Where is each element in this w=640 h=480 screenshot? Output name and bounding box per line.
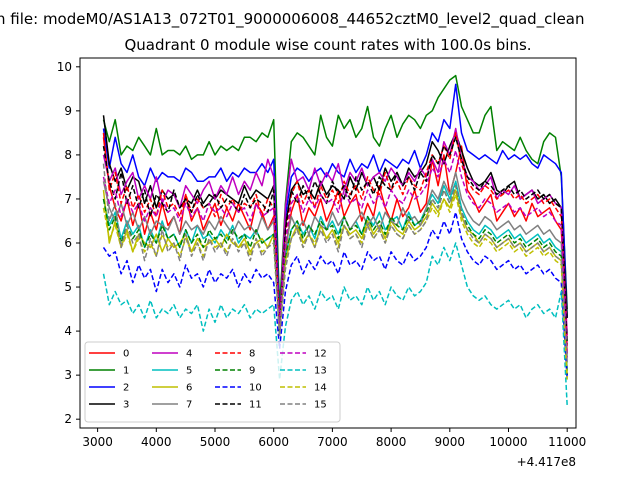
y-tick-label: 2 — [64, 412, 72, 426]
y-tick-label: 10 — [57, 60, 72, 74]
y-tick-label: 6 — [64, 236, 72, 250]
series-line-8 — [102, 132, 568, 349]
series-line-4 — [102, 127, 568, 336]
series-line-10 — [102, 211, 568, 380]
y-tick-label: 5 — [64, 280, 72, 294]
x-tick-label: 11000 — [548, 435, 586, 449]
series-line-7 — [102, 171, 568, 358]
x-tick-label: 9000 — [435, 435, 466, 449]
series-line-15 — [102, 163, 568, 362]
y-tick-label: 7 — [64, 192, 72, 206]
legend-label-8: 8 — [249, 349, 255, 360]
series-line-9 — [102, 184, 568, 376]
legend-label-13: 13 — [314, 366, 327, 377]
y-tick-label: 3 — [64, 368, 72, 382]
legend-label-15: 15 — [314, 400, 327, 411]
legend-frame — [84, 341, 341, 423]
series-line-11 — [102, 136, 568, 345]
legend-label-11: 11 — [249, 400, 262, 411]
legend-label-7: 7 — [186, 400, 192, 411]
x-axis: 3000 4000 5000 6000 7000 8000 9000 10000 11000 — [82, 428, 586, 449]
legend-label-9: 9 — [249, 366, 255, 377]
series-line-13 — [102, 242, 568, 407]
legend-label-3: 3 — [123, 400, 129, 411]
y-tick-label: 9 — [64, 104, 72, 118]
y-tick-label: 8 — [64, 148, 72, 162]
legend-label-1: 1 — [123, 366, 129, 377]
legend-label-10: 10 — [249, 383, 262, 394]
x-tick-label: 5000 — [200, 435, 231, 449]
series-line-1 — [102, 74, 568, 310]
legend-label-14: 14 — [314, 383, 327, 394]
legend-label-2: 2 — [123, 383, 129, 394]
legend-label-12: 12 — [314, 349, 327, 360]
x-tick-label: 10000 — [489, 435, 527, 449]
x-tick-label: 8000 — [376, 435, 407, 449]
chart-suptitle: n file: modeM0/AS1A13_072T01_9000006008_… — [0, 10, 585, 29]
series-line-2 — [102, 83, 568, 324]
chart-title: Quadrant 0 module wise count rates with … — [124, 36, 531, 54]
x-tick-label: 3000 — [82, 435, 113, 449]
legend-label-5: 5 — [186, 366, 192, 377]
y-tick-label: 4 — [64, 324, 72, 338]
y-axis: 2 3 4 5 6 7 8 9 10 — [57, 60, 80, 426]
x-offset-label: +4.417e8 — [517, 455, 576, 469]
series-line-12 — [102, 149, 568, 358]
x-tick-label: 6000 — [258, 435, 289, 449]
series-line-0 — [102, 137, 568, 354]
legend-label-4: 4 — [186, 349, 192, 360]
legend-label-0: 0 — [123, 349, 129, 360]
x-tick-label: 4000 — [141, 435, 172, 449]
series-line-6 — [102, 189, 568, 376]
series-layer — [102, 74, 568, 407]
legend-label-6: 6 — [186, 383, 192, 394]
x-tick-label: 7000 — [317, 435, 348, 449]
